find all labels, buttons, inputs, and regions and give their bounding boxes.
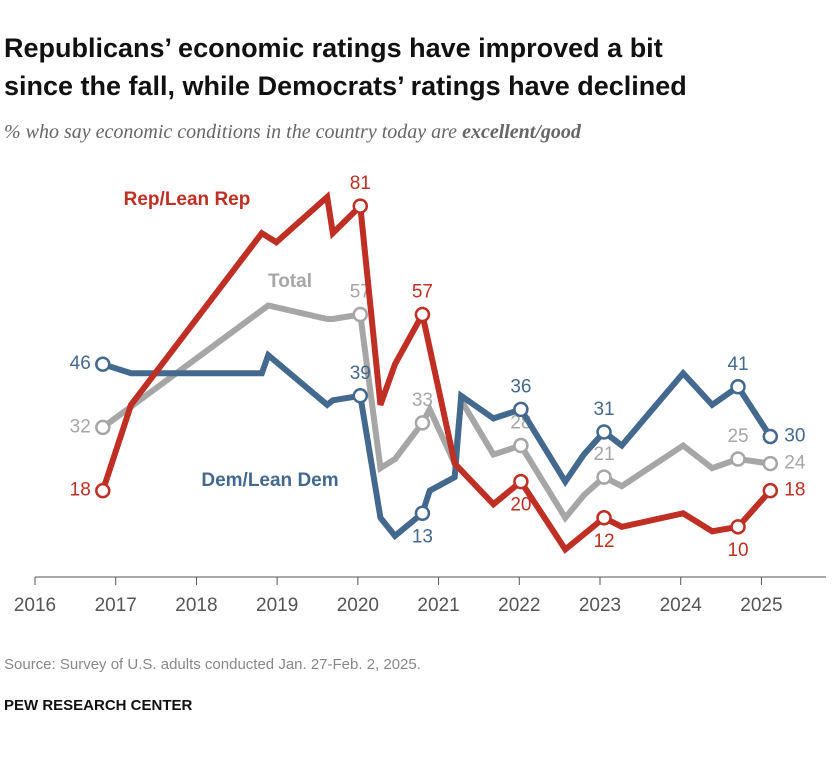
data-label: 30	[784, 425, 805, 446]
data-label: 39	[350, 363, 371, 384]
data-label: 20	[510, 495, 531, 516]
data-point	[95, 419, 111, 436]
data-point	[730, 451, 746, 467]
source: Source: Survey of U.S. adults conducted …	[4, 656, 421, 673]
chart-title: since the fall, while Democrats’ ratings…	[4, 71, 687, 101]
data-label: 21	[593, 444, 614, 465]
data-point	[596, 510, 612, 526]
x-tick-label: 2020	[337, 595, 379, 616]
x-tick-label: 2018	[175, 595, 217, 616]
data-label: 33	[412, 390, 433, 411]
data-point	[95, 356, 111, 372]
series-name: Rep/Lean Rep	[124, 189, 251, 210]
x-tick-label: 2017	[95, 595, 137, 616]
data-point	[513, 401, 529, 418]
subtitle: % who say economic conditions in the cou…	[4, 121, 582, 143]
data-label: 18	[784, 480, 805, 501]
series-line	[99, 191, 773, 554]
data-point	[762, 428, 779, 445]
subtitle-text: % who say economic conditions in the cou…	[4, 121, 462, 143]
data-point	[762, 482, 779, 499]
data-point	[730, 519, 746, 535]
data-label: 10	[727, 540, 748, 561]
data-label: 25	[727, 426, 748, 447]
data-label: 31	[593, 399, 614, 420]
data-point	[352, 198, 369, 214]
data-point	[513, 437, 529, 454]
data-label: 46	[70, 353, 91, 374]
data-label: 32	[70, 416, 91, 437]
data-point	[596, 424, 612, 440]
data-point	[762, 455, 779, 472]
x-tick-label: 2019	[256, 595, 298, 616]
data-label: 41	[727, 354, 748, 375]
x-tick-label: 2022	[498, 595, 540, 616]
data-point	[596, 469, 612, 485]
data-point	[513, 473, 529, 490]
x-tick-label: 2016	[14, 595, 56, 616]
x-tick-label: 2023	[579, 595, 621, 616]
chart-title: Republicans’ economic ratings have impro…	[4, 33, 663, 63]
data-label: 18	[70, 480, 91, 501]
data-point	[414, 505, 431, 522]
data-point	[352, 306, 369, 323]
data-label: 12	[593, 531, 614, 552]
x-tick-label: 2021	[417, 595, 459, 616]
series-name: Total	[268, 271, 312, 292]
data-label: 36	[510, 376, 531, 397]
data-point	[95, 482, 111, 499]
data-point	[414, 306, 431, 323]
data-point	[352, 388, 369, 404]
subtitle-emphasis: excellent/good	[462, 121, 582, 143]
data-label: 81	[350, 173, 371, 194]
x-tick-label: 2024	[660, 595, 703, 616]
credit: PEW RESEARCH CENTER	[4, 697, 193, 714]
data-label: 13	[412, 526, 433, 547]
data-point	[414, 415, 431, 431]
x-tick-label: 2025	[740, 595, 782, 616]
data-label: 57	[412, 282, 433, 303]
series-line	[101, 350, 773, 541]
data-point	[730, 379, 746, 395]
data-label: 24	[784, 453, 806, 474]
series-name: Dem/Lean Dem	[201, 470, 338, 491]
